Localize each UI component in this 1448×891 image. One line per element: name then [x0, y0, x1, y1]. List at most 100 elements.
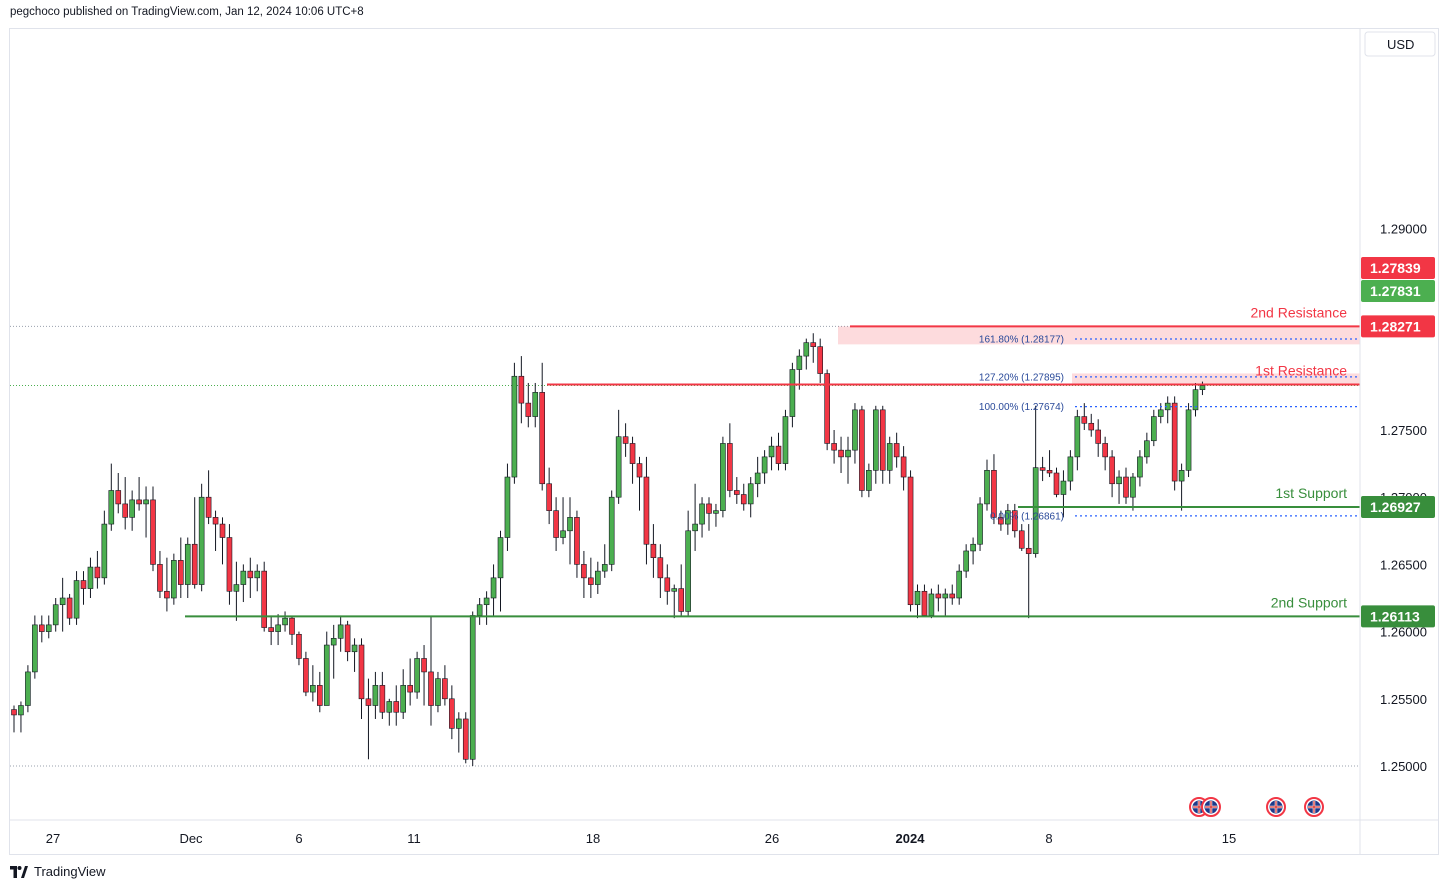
candle[interactable] [372, 671, 379, 719]
candle[interactable] [108, 463, 115, 531]
candle[interactable] [25, 665, 31, 713]
candle[interactable] [615, 409, 622, 504]
candle[interactable] [32, 615, 38, 679]
candle[interactable] [539, 362, 546, 491]
candle[interactable] [289, 615, 295, 646]
candle[interactable] [1081, 403, 1088, 430]
candle[interactable] [1025, 524, 1032, 619]
candle[interactable] [150, 486, 156, 572]
support-price-tag[interactable] [1361, 496, 1435, 519]
candle[interactable] [1185, 403, 1192, 478]
candle[interactable] [205, 470, 212, 525]
candle[interactable] [678, 564, 685, 616]
candle[interactable] [191, 497, 198, 589]
candle[interactable] [699, 497, 705, 538]
candle[interactable] [407, 658, 413, 706]
candle[interactable] [866, 463, 872, 498]
candle[interactable] [11, 705, 17, 733]
candle[interactable] [184, 537, 191, 598]
candle[interactable] [38, 615, 45, 643]
candle[interactable] [414, 651, 420, 699]
candle[interactable] [511, 362, 518, 484]
candle[interactable] [66, 593, 73, 625]
candle[interactable] [817, 338, 824, 383]
candle[interactable] [629, 436, 636, 484]
candle[interactable] [733, 477, 740, 504]
candle[interactable] [622, 423, 629, 457]
candle[interactable] [657, 544, 664, 598]
candle[interactable] [171, 553, 177, 605]
candle[interactable] [1060, 470, 1067, 518]
resistance-price-tag[interactable] [1361, 257, 1435, 279]
candle[interactable] [775, 432, 782, 471]
candle[interactable] [233, 561, 240, 621]
candle[interactable] [504, 463, 511, 551]
uk-flag-event-icon[interactable] [1304, 797, 1324, 817]
candle[interactable] [949, 584, 956, 605]
resistance-price-tag[interactable] [1361, 315, 1435, 338]
candle[interactable] [337, 615, 344, 652]
candle[interactable] [567, 497, 573, 565]
candle[interactable] [240, 564, 247, 603]
candle[interactable] [581, 550, 587, 598]
candle[interactable] [560, 497, 566, 545]
candle[interactable] [810, 333, 817, 363]
candle[interactable] [129, 490, 135, 531]
candle[interactable] [226, 524, 233, 605]
candle[interactable] [879, 405, 886, 484]
candle[interactable] [942, 588, 949, 616]
candle[interactable] [588, 557, 594, 598]
candle[interactable] [1116, 470, 1122, 504]
candle[interactable] [1011, 503, 1018, 538]
candle[interactable] [553, 497, 559, 551]
candle[interactable] [1032, 405, 1039, 558]
candle[interactable] [713, 503, 719, 527]
candle[interactable] [991, 454, 997, 525]
candle[interactable] [984, 459, 990, 511]
candle[interactable] [706, 497, 712, 531]
candle[interactable] [852, 403, 858, 464]
candle[interactable] [435, 671, 441, 713]
candle[interactable] [796, 349, 803, 390]
candle[interactable] [476, 598, 483, 625]
candle[interactable] [768, 436, 775, 471]
candle[interactable] [664, 564, 671, 605]
candle[interactable] [316, 671, 323, 713]
candle[interactable] [164, 557, 170, 612]
candle[interactable] [692, 483, 698, 551]
candle[interactable] [824, 369, 830, 451]
candle[interactable] [574, 510, 580, 578]
candle[interactable] [483, 591, 490, 625]
candle[interactable] [469, 611, 476, 766]
candle[interactable] [198, 483, 205, 592]
candle[interactable] [761, 450, 768, 484]
tradingview-brand[interactable]: TradingView [10, 864, 106, 879]
candle[interactable] [247, 557, 254, 598]
candle[interactable] [393, 685, 400, 726]
candle[interactable] [275, 614, 281, 646]
candle[interactable] [1123, 467, 1129, 504]
candle[interactable] [914, 584, 921, 619]
candle[interactable] [421, 645, 427, 706]
candle[interactable] [1130, 473, 1136, 511]
candle[interactable] [636, 456, 643, 511]
candle[interactable] [1151, 409, 1157, 447]
candle[interactable] [449, 685, 455, 740]
candle[interactable] [1102, 436, 1108, 471]
candle[interactable] [671, 584, 678, 619]
candle[interactable] [490, 564, 497, 616]
candle[interactable] [747, 477, 754, 518]
candle[interactable] [1164, 396, 1171, 424]
candle[interactable] [977, 497, 983, 551]
candle[interactable] [303, 651, 309, 697]
candle[interactable] [859, 405, 865, 498]
candle[interactable] [115, 473, 122, 514]
uk-flag-event-icon[interactable] [1201, 797, 1221, 817]
candle[interactable] [1053, 467, 1060, 498]
candle[interactable] [497, 530, 504, 612]
candle[interactable] [608, 490, 615, 572]
candle[interactable] [94, 550, 101, 589]
candle[interactable] [900, 446, 907, 491]
candle[interactable] [59, 577, 66, 632]
